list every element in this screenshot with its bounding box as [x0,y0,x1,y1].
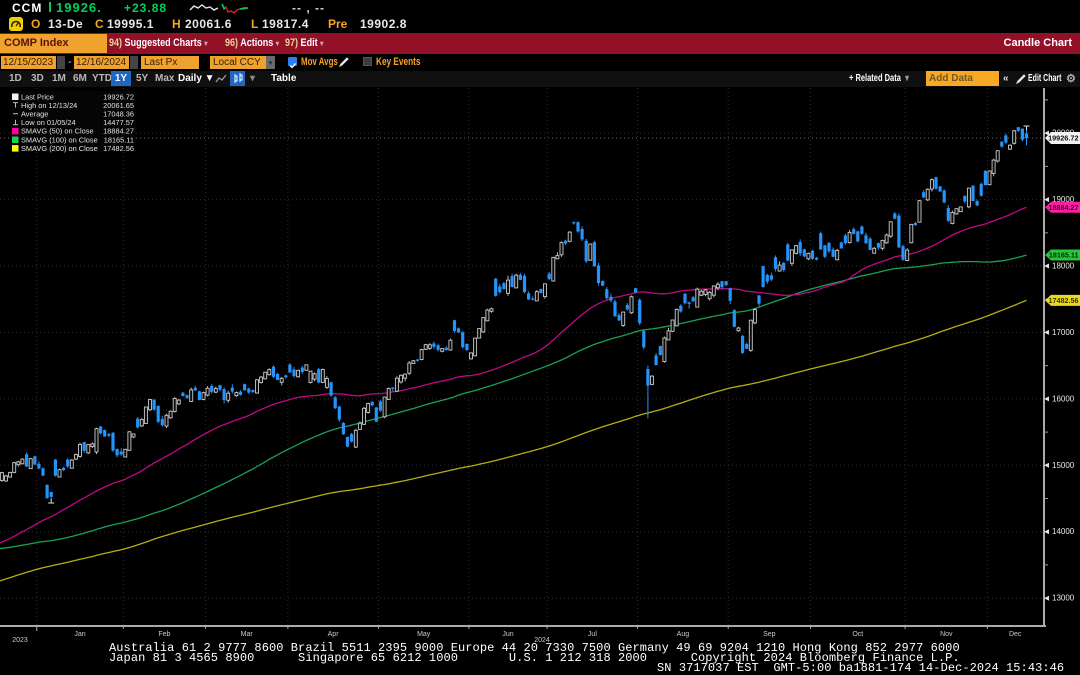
svg-text:Jun: Jun [502,631,513,638]
svg-text:19926.72: 19926.72 [1048,134,1078,143]
svg-text:Jul: Jul [588,631,597,638]
svg-text:18165.11: 18165.11 [104,135,134,144]
svg-text:Sep: Sep [763,631,776,638]
svg-text:16000: 16000 [1052,394,1075,403]
svg-text:13000: 13000 [1052,594,1075,603]
svg-text:18884.27: 18884.27 [103,127,134,136]
svg-text:Jan: Jan [74,631,85,638]
svg-text:14477.57: 14477.57 [103,118,134,127]
svg-text:Dec: Dec [1009,631,1022,638]
svg-text:18165.11: 18165.11 [1049,251,1079,260]
svg-text:20061.65: 20061.65 [103,101,134,110]
svg-text:Low on 01/05/24: Low on 01/05/24 [21,118,76,127]
svg-text:18000: 18000 [1052,262,1075,271]
svg-text:17482.56: 17482.56 [103,144,134,153]
svg-text:Oct: Oct [852,631,863,638]
svg-text:2024: 2024 [534,637,550,644]
svg-text:19000: 19000 [1052,195,1075,204]
svg-text:Average: Average [21,110,48,119]
svg-text:19926.72: 19926.72 [103,92,134,101]
svg-text:17000: 17000 [1052,328,1075,337]
svg-text:17048.36: 17048.36 [103,110,134,119]
svg-text:2023: 2023 [12,637,28,644]
svg-text:SMAVG (50) on Close: SMAVG (50) on Close [21,127,94,136]
svg-text:May: May [417,631,431,638]
svg-text:17482.56: 17482.56 [1049,296,1079,305]
svg-text:High on 12/13/24: High on 12/13/24 [21,101,77,110]
svg-text:15000: 15000 [1052,461,1075,470]
svg-text:Nov: Nov [940,631,953,638]
svg-text:14000: 14000 [1052,527,1075,536]
svg-text:Mar: Mar [241,631,254,638]
svg-text:SMAVG (200) on Close: SMAVG (200) on Close [21,144,98,153]
svg-text:Aug: Aug [677,631,690,638]
svg-text:Feb: Feb [158,631,170,638]
svg-text:18884.27: 18884.27 [1049,203,1079,212]
svg-text:SMAVG (100) on Close: SMAVG (100) on Close [21,135,98,144]
svg-text:Last Price: Last Price [21,92,54,101]
svg-text:Apr: Apr [328,631,340,638]
